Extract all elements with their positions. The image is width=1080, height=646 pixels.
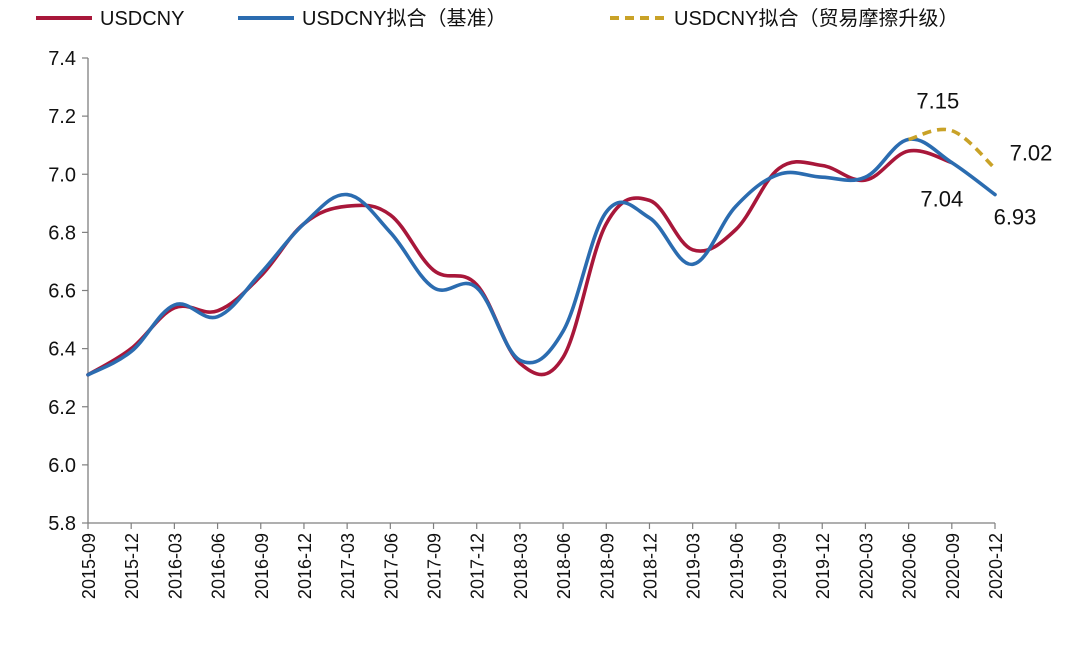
legend-label-0: USDCNY (100, 8, 184, 30)
annotation-layer: 7.15 7.02 7.04 6.93 (916, 89, 1052, 230)
x-tick-label: 2019-03 (684, 533, 704, 599)
y-tick-label: 6.4 (48, 339, 76, 361)
y-tick-label: 6.6 (48, 281, 76, 303)
x-tick-label: 2018-03 (511, 533, 531, 599)
y-tick-label: 6.8 (48, 222, 76, 244)
x-tick-label: 2017-09 (425, 533, 445, 599)
series-layer (86, 127, 997, 377)
y-tick-label: 7.0 (48, 164, 76, 186)
y-tick-label: 6.2 (48, 397, 76, 419)
legend-label-1: USDCNY拟合（基准） (302, 7, 506, 30)
x-tick-label: 2018-06 (554, 533, 574, 599)
legend-label-2: USDCNY拟合（贸易摩擦升级） (674, 7, 958, 30)
x-tick-label: 2018-09 (597, 533, 617, 599)
axes: 5.8 6.0 6.2 6.4 6.6 6.8 7.0 7.2 7.4 2015-09 2015-1… (48, 48, 1006, 599)
data-label: 6.93 (994, 205, 1037, 230)
x-tick-label: 2016-12 (295, 533, 315, 599)
y-tick-label: 5.8 (48, 513, 76, 535)
x-tick-label: 2015-12 (122, 533, 142, 599)
legend: USDCNY USDCNY拟合（基准） USDCNY拟合（贸易摩擦升级） (36, 7, 958, 30)
x-tick-label: 2016-06 (209, 533, 229, 599)
data-label: 7.15 (916, 89, 959, 114)
x-tick-label: 2016-03 (165, 533, 185, 599)
x-tick-label: 2017-12 (468, 533, 488, 599)
series-line-1 (86, 137, 997, 377)
x-tick-label: 2016-09 (252, 533, 272, 599)
x-tick-label: 2020-03 (856, 533, 876, 599)
x-tick-label: 2020-06 (900, 533, 920, 599)
x-tick-label: 2015-09 (79, 533, 99, 599)
x-tick-label: 2017-06 (381, 533, 401, 599)
x-tick-label: 2019-06 (727, 533, 747, 599)
x-tick-label: 2020-09 (943, 533, 963, 599)
y-tick-label: 7.4 (48, 48, 76, 70)
y-tick-label: 6.0 (48, 455, 76, 477)
data-label: 7.04 (920, 187, 963, 212)
y-tick-label: 7.2 (48, 106, 76, 128)
x-tick-label: 2017-03 (338, 533, 358, 599)
x-tick-label: 2020-12 (986, 533, 1006, 599)
data-label: 7.02 (1010, 140, 1053, 165)
x-tick-label: 2019-09 (770, 533, 790, 599)
series-line-0 (86, 148, 954, 377)
x-tick-label: 2018-12 (640, 533, 660, 599)
x-tick-label: 2019-12 (813, 533, 833, 599)
